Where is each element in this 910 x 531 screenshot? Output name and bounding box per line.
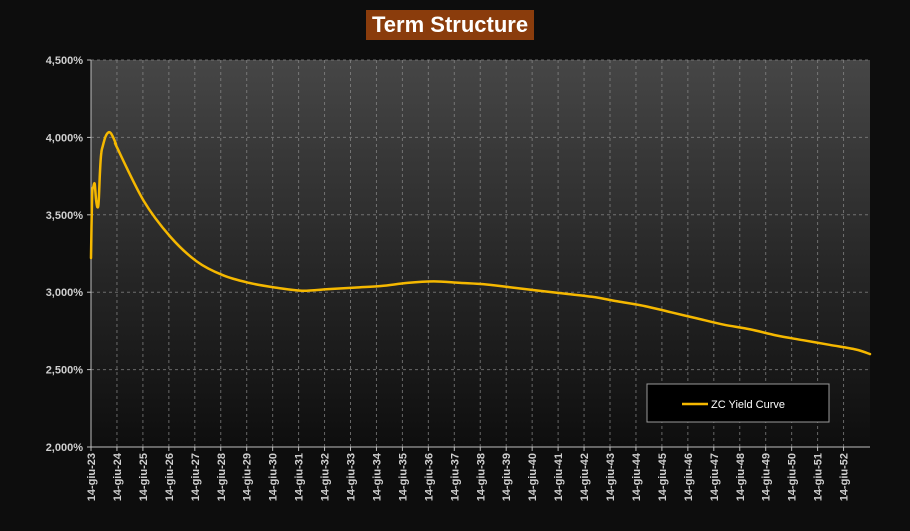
x-tick-label: 14-giu-35 [397, 453, 409, 501]
x-tick-label: 14-giu-48 [735, 453, 747, 501]
x-tick-label: 14-giu-25 [138, 453, 150, 501]
y-tick-label: 4,000% [46, 132, 84, 144]
x-tick-label: 14-giu-23 [86, 453, 98, 501]
x-tick-label: 14-giu-43 [605, 453, 617, 501]
x-tick-label: 14-giu-26 [164, 453, 176, 501]
x-tick-label: 14-giu-36 [423, 453, 435, 501]
x-tick-label: 14-giu-47 [709, 453, 721, 501]
y-tick-label: 3,500% [46, 210, 84, 222]
legend-box [646, 383, 830, 423]
x-tick-label: 14-giu-31 [294, 453, 306, 501]
x-tick-label: 14-giu-28 [216, 453, 228, 501]
y-tick-label: 2,500% [46, 365, 84, 377]
x-tick-label: 14-giu-24 [112, 452, 124, 501]
legend-label: ZC Yield Curve [711, 399, 785, 411]
y-tick-label: 3,000% [46, 287, 84, 299]
x-tick-label: 14-giu-45 [657, 453, 669, 501]
x-tick-label: 14-giu-44 [631, 452, 643, 501]
x-tick-label: 14-giu-49 [761, 453, 773, 501]
legend: ZC Yield Curve [646, 383, 830, 423]
y-tick-label: 4,500% [46, 55, 84, 67]
x-tick-label: 14-giu-29 [242, 453, 254, 501]
x-tick-label: 14-giu-27 [190, 453, 202, 501]
x-tick-label: 14-giu-33 [346, 453, 358, 501]
x-tick-label: 14-giu-30 [268, 453, 280, 501]
y-tick-label: 2,000% [46, 442, 84, 454]
axis-layer: 2,000% 2,500% 3,000% 3,500% 4,000% 4,500% 14-g… [46, 55, 870, 501]
series-layer [89, 130, 872, 356]
x-tick-label: 14-giu-52 [839, 453, 851, 501]
x-tick-label: 14-giu-37 [449, 453, 461, 501]
x-tick-label: 14-giu-34 [371, 452, 383, 501]
x-tick-label: 14-giu-51 [813, 453, 825, 501]
chart-title: Term Structure [366, 10, 535, 40]
x-tick-label: 14-giu-42 [579, 453, 591, 501]
x-tick-label: 14-giu-32 [320, 453, 332, 501]
grid-layer [91, 59, 870, 447]
x-tick-label: 14-giu-39 [501, 453, 513, 501]
x-tick-label: 14-giu-38 [475, 453, 487, 501]
series-line-zc-yield-curve [89, 130, 872, 356]
x-tick-label: 14-giu-46 [683, 453, 695, 501]
x-tick-label: 14-giu-41 [553, 453, 565, 501]
x-tick-label: 14-giu-50 [787, 453, 799, 501]
x-tick-label: 14-giu-40 [527, 453, 539, 501]
